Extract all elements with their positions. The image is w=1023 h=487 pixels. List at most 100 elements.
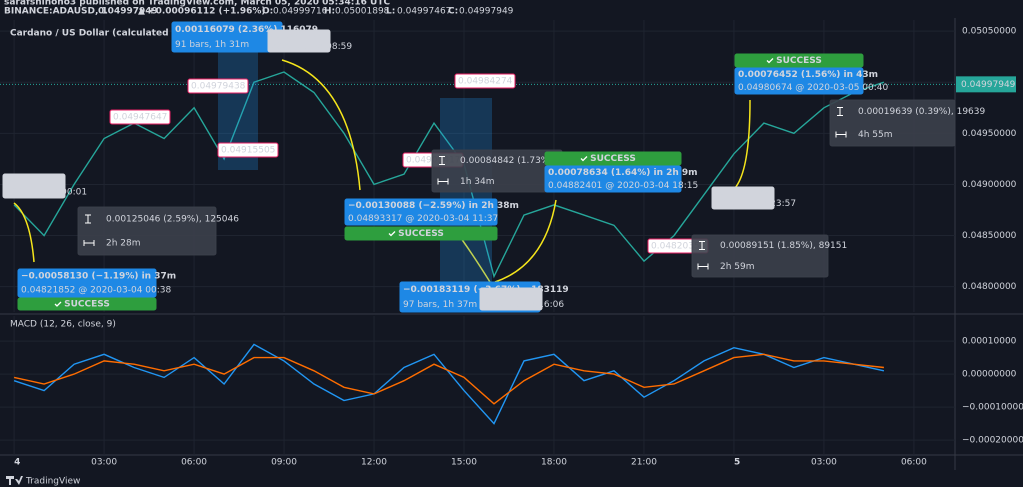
annotation-text: 0.04979438 bbox=[191, 82, 246, 92]
y-tick-label: 0.04850000 bbox=[962, 231, 1017, 241]
ohlc-label: C: bbox=[448, 7, 458, 17]
span-icon bbox=[835, 131, 847, 138]
annotation-box bbox=[711, 186, 775, 210]
annotation-text: 0.00019639 (0.39%), 19639 bbox=[858, 107, 985, 117]
logo-icon bbox=[6, 476, 23, 485]
annotation-text: 91 bars, 1h 31m bbox=[175, 40, 249, 50]
annotation-text: SUCCESS bbox=[590, 154, 636, 164]
annotation-box bbox=[77, 206, 217, 256]
series-line bbox=[13, 343, 885, 425]
annotation-box bbox=[17, 268, 157, 298]
annotation-box bbox=[187, 78, 249, 94]
indicator-title: MACD (12, 26, close, 9) bbox=[10, 320, 116, 330]
trend-arrow bbox=[281, 59, 361, 191]
span-icon bbox=[437, 178, 449, 185]
annotation-text: 0.00084842 (1.73%), 84842 bbox=[460, 156, 587, 166]
span-icon bbox=[697, 263, 709, 270]
annotation-text: 2020-03-04 08:59 bbox=[271, 42, 352, 52]
annotation-text: 97 bars, 1h 37m bbox=[403, 300, 477, 310]
range-icon bbox=[439, 156, 445, 165]
annotation-text: 0.04803767 bbox=[483, 289, 537, 299]
check-icon bbox=[580, 156, 588, 162]
annotation-text: 2020-03-04 16:06 bbox=[483, 300, 564, 310]
annotation-text: 0.04879983 bbox=[6, 176, 60, 186]
annotation-text: SUCCESS bbox=[398, 229, 444, 239]
range-icon bbox=[699, 241, 705, 250]
header-text: 0.04997949 bbox=[98, 7, 158, 17]
annotation-box bbox=[544, 165, 682, 193]
x-tick-label: 06:00 bbox=[901, 458, 927, 468]
footer-brand: TradingView bbox=[25, 477, 80, 487]
annotation-box bbox=[267, 29, 331, 53]
annotation-text: 0.04947647 bbox=[113, 113, 167, 123]
annotation-text: 0.04820354 bbox=[651, 242, 706, 252]
header-text: ▲ +0.00096112 (+1.96%) bbox=[138, 7, 266, 17]
annotation-text: −0.00058130 (−1.19%) in 37m bbox=[21, 272, 176, 282]
series-line bbox=[13, 353, 884, 405]
annotation-text: 0.04882401 @ 2020-03-04 18:15 bbox=[548, 181, 698, 191]
check-icon bbox=[766, 58, 774, 64]
annotation-text: 2h 28m bbox=[106, 239, 141, 249]
x-tick-label: 18:00 bbox=[541, 458, 567, 468]
trend-arrow bbox=[13, 202, 35, 263]
annotation-box bbox=[829, 99, 956, 147]
y-tick-label: −0.00020000 bbox=[962, 436, 1023, 446]
y-tick-label: 0.00010000 bbox=[962, 337, 1017, 347]
annotation-text: 0.00125046 (2.59%), 125046 bbox=[106, 215, 239, 225]
x-tick-label: 4 bbox=[14, 458, 20, 468]
series-line bbox=[13, 71, 885, 279]
measure-zone bbox=[440, 98, 492, 288]
ohlc-label: O: bbox=[262, 7, 273, 17]
range-icon bbox=[837, 107, 843, 116]
annotation-text: 0.04821852 @ 2020-03-04 00:38 bbox=[21, 286, 171, 296]
annotation-box bbox=[17, 297, 157, 311]
check-icon bbox=[388, 231, 396, 237]
annotation-box bbox=[109, 109, 171, 125]
x-tick-label: 5 bbox=[734, 458, 740, 468]
annotation-box bbox=[454, 73, 516, 89]
annotation-text: 0.00116079 (2.36%) 116079 bbox=[175, 25, 318, 35]
x-tick-label: 06:00 bbox=[181, 458, 207, 468]
annotation-box bbox=[217, 142, 279, 158]
last-price-tag bbox=[956, 76, 1016, 93]
annotation-text: 0.04893317 @ 2020-03-04 11:37 bbox=[348, 214, 498, 224]
last-price-label: 0.04997949 bbox=[961, 80, 1016, 90]
annotation-text: 0.04980674 @ 2020-03-05 00:40 bbox=[738, 83, 888, 93]
x-tick-label: 12:00 bbox=[361, 458, 387, 468]
x-tick-label: 15:00 bbox=[451, 458, 477, 468]
ohlc-label: L: bbox=[386, 7, 395, 17]
annotation-text: −0.00130088 (−2.59%) in 2h 38m bbox=[348, 201, 519, 211]
annotation-text: 4h 55m bbox=[858, 130, 893, 140]
annotation-text: SUCCESS bbox=[64, 300, 110, 310]
ohlc-value: 0.04997949 bbox=[459, 7, 514, 17]
span-icon bbox=[83, 240, 95, 246]
header-text: BINANCE:ADAUSD, 1 bbox=[4, 7, 108, 17]
annotation-text: 0.00089151 (1.85%), 89151 bbox=[720, 241, 847, 251]
annotation-text: 0.00076452 (1.56%) in 43m bbox=[738, 70, 878, 80]
ohlc-value: 0.05001898 bbox=[335, 7, 390, 17]
annotation-box bbox=[344, 226, 498, 241]
annotation-text: 2020-03-04 23:57 bbox=[715, 199, 796, 209]
annotation-box bbox=[2, 173, 66, 199]
check-icon bbox=[54, 301, 62, 307]
annotation-text: 0.04904222 bbox=[715, 188, 769, 198]
publisher: sarafshinono3 published on TradingView.c… bbox=[4, 0, 391, 8]
x-tick-label: 21:00 bbox=[631, 458, 657, 468]
annotation-text: 0.04915505 bbox=[221, 146, 275, 156]
annotation-text: 0.05023405 bbox=[271, 31, 325, 41]
x-tick-label: 09:00 bbox=[271, 458, 297, 468]
range-icon bbox=[85, 214, 91, 224]
y-tick-label: 0.04800000 bbox=[962, 282, 1017, 292]
annotation-box bbox=[734, 67, 864, 95]
annotation-box bbox=[344, 198, 498, 226]
annotation-text: 0.04984274 bbox=[458, 77, 513, 87]
annotation-text: SUCCESS bbox=[776, 56, 822, 66]
ohlc-value: 0.04999716 bbox=[273, 7, 328, 17]
chart-title: Cardano / US Dollar (calculated by Tradi… bbox=[10, 29, 313, 39]
trend-arrow bbox=[734, 99, 751, 189]
annotation-text: 2h 59m bbox=[720, 262, 755, 272]
annotation-box bbox=[734, 53, 864, 68]
x-tick-label: 03:00 bbox=[811, 458, 837, 468]
annotation-text: 0.00078634 (1.64%) in 2h 9m bbox=[548, 168, 698, 178]
